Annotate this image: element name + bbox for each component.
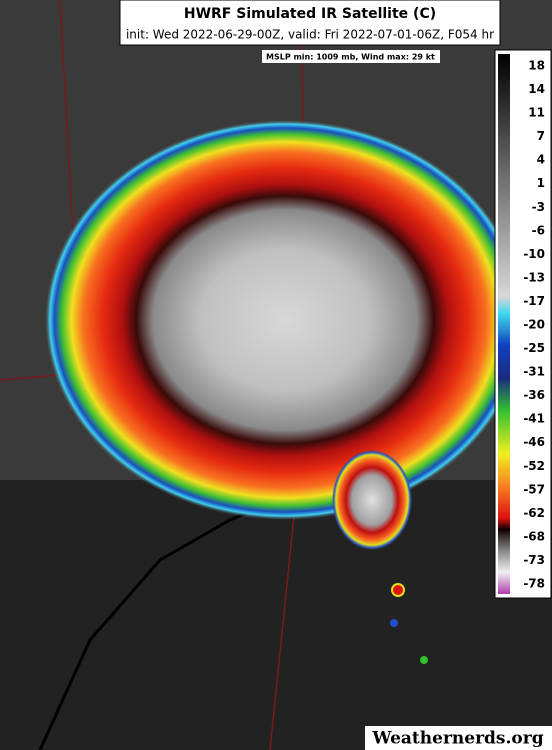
colorbar-label: -25 — [523, 341, 545, 355]
colorbar-label: -6 — [532, 223, 545, 237]
gulf — [0, 480, 552, 750]
storm-tail — [332, 450, 412, 550]
colorbar-label: 18 — [528, 59, 545, 73]
colorbar-label: -78 — [523, 577, 545, 591]
cell — [391, 583, 405, 597]
colorbar-label: -3 — [532, 200, 545, 214]
colorbar-label: -52 — [523, 459, 545, 473]
stats-box — [262, 50, 440, 63]
colorbar-label: -10 — [523, 247, 545, 261]
colorbar-label: -41 — [523, 412, 545, 426]
colorbar-label: 11 — [528, 106, 545, 120]
colorbar-label: 4 — [537, 153, 545, 167]
colorbar-label: 14 — [528, 82, 545, 96]
watermark: Weathernerds.org — [371, 729, 543, 749]
colorbar-label: -20 — [523, 318, 545, 332]
cell — [390, 619, 398, 627]
storm-cloud — [45, 120, 525, 520]
colorbar-label: -36 — [523, 388, 545, 402]
colorbar-label: -17 — [523, 294, 545, 308]
colorbar-label: 7 — [537, 129, 545, 143]
colorbar — [498, 54, 510, 594]
title-box — [119, 0, 501, 46]
title: HWRF Simulated IR Satellite (C) — [184, 6, 436, 22]
colorbar-label: -57 — [523, 482, 545, 496]
colorbar-label: -62 — [523, 506, 545, 520]
subtitle: init: Wed 2022-06-29-00Z, valid: Fri 202… — [126, 28, 494, 42]
colorbar-label: -46 — [523, 435, 545, 449]
colorbar-label: -13 — [523, 270, 545, 284]
colorbar-label: -68 — [523, 529, 545, 543]
cell — [420, 656, 428, 664]
colorbar-label: 1 — [537, 176, 545, 190]
colorbar-label: -73 — [523, 553, 545, 567]
watermark-box — [365, 726, 552, 750]
colorbar-label: -31 — [523, 365, 545, 379]
stats: MSLP min: 1009 mb, Wind max: 29 kt — [266, 53, 435, 62]
